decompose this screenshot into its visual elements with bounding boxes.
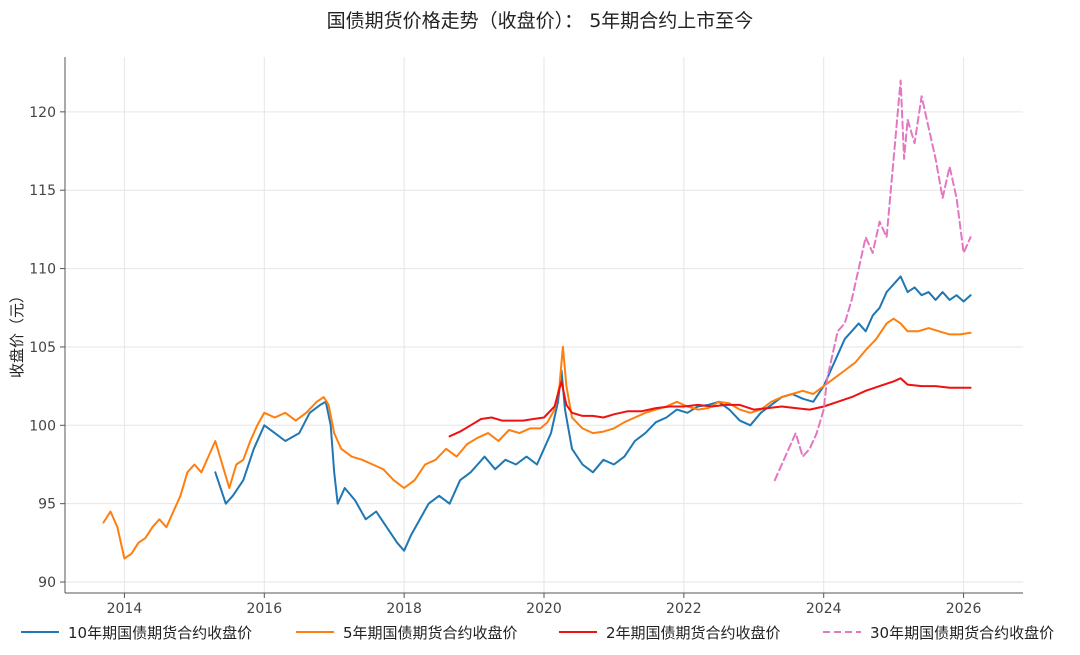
series-layer (102, 79, 972, 560)
legend-item-1: 5年期国债期货合约收盘价 (295, 620, 518, 644)
series-line-0 (214, 275, 972, 552)
legend-item-3: 30年期国债期货合约收盘价 (822, 620, 1054, 644)
legend-swatch (559, 631, 597, 633)
x-tick-label: 2016 (246, 601, 282, 617)
axes (60, 57, 1023, 598)
y-tick-label: 120 (29, 105, 56, 121)
series-line-3 (773, 79, 972, 482)
series-line-1 (102, 317, 972, 560)
legend-label: 5年期国债期货合约收盘价 (343, 623, 518, 642)
legend-swatch (823, 631, 861, 633)
y-tick-label: 95 (38, 497, 56, 513)
legend-swatch (21, 631, 59, 633)
y-axis-label: 收盘价（元） (8, 288, 26, 378)
legend-item-0: 10年期国债期货合约收盘价 (20, 620, 252, 644)
x-tick-label: 2024 (806, 601, 842, 617)
legend: 10年期国债期货合约收盘价 5年期国债期货合约收盘价 2年期国债期货合约收盘价 30年… (0, 620, 1080, 646)
x-tick-label: 2014 (107, 601, 143, 617)
chart-title: 国债期货价格走势（收盘价）： 5年期合约上市至今 (326, 10, 754, 32)
x-tick-label: 2018 (386, 601, 422, 617)
legend-label: 10年期国债期货合约收盘价 (68, 623, 253, 642)
tick-labels: 90 95 100 105 110 115 120 2014 2016 2018 2020 2022 2… (29, 105, 981, 617)
legend-label: 30年期国债期货合约收盘价 (870, 623, 1055, 642)
y-tick-label: 90 (38, 575, 56, 591)
x-tick-label: 2026 (946, 601, 982, 617)
series-line-2 (448, 377, 972, 438)
legend-swatch (296, 631, 334, 633)
y-tick-label: 110 (29, 262, 56, 278)
y-tick-label: 100 (29, 418, 56, 434)
y-tick-label: 115 (29, 183, 56, 199)
y-tick-label: 105 (29, 340, 56, 356)
x-tick-label: 2020 (526, 601, 562, 617)
legend-label: 2年期国债期货合约收盘价 (606, 623, 781, 642)
legend-item-2: 2年期国债期货合约收盘价 (558, 620, 781, 644)
grid-lines (65, 57, 1023, 593)
x-tick-label: 2022 (666, 601, 702, 617)
